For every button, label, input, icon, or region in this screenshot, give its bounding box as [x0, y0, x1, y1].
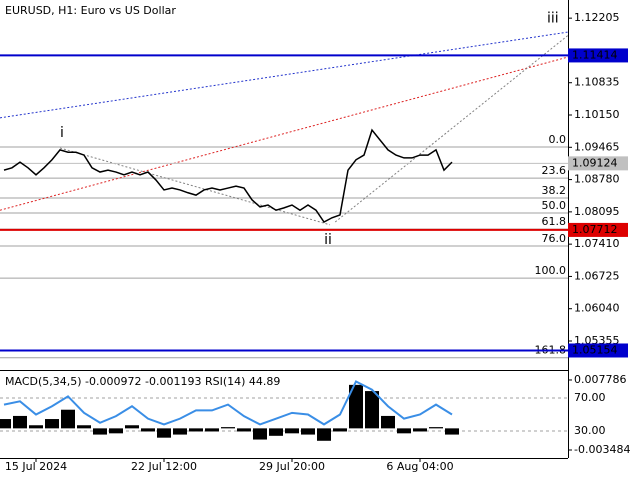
y-tick-label: 1.10150 — [574, 108, 620, 121]
fib-label: 61.8 — [542, 215, 567, 228]
y2-tick-label: 30.00 — [574, 424, 606, 437]
trendline — [334, 34, 569, 223]
rsi-line — [3, 380, 453, 426]
macd-bar — [413, 428, 427, 432]
y2-tick-label: 70.00 — [574, 391, 606, 404]
fib-label: 76.0 — [542, 232, 567, 245]
y2-tick-label: -0.003484 — [574, 443, 630, 456]
macd-bar — [237, 428, 251, 432]
y-tick-label: 1.07410 — [574, 237, 620, 250]
macd-bar — [45, 419, 59, 429]
fib-label: 50.0 — [542, 199, 567, 212]
macd-bar — [93, 428, 107, 435]
y-tick-label: 1.12205 — [574, 11, 620, 24]
level-box — [568, 156, 628, 171]
macd-bar — [61, 409, 75, 429]
macd-bar — [301, 428, 315, 435]
fib-label: 38.2 — [542, 184, 567, 197]
y-tick-label: 1.10835 — [574, 76, 620, 89]
macd-bar — [157, 428, 171, 438]
macd-bar — [189, 428, 203, 432]
macd-bar — [29, 425, 43, 429]
macd-bar — [125, 425, 139, 429]
level-box — [568, 222, 628, 237]
macd-bar — [269, 428, 283, 436]
macd-bar — [77, 425, 91, 429]
macd-bar — [317, 428, 331, 441]
macd-bar — [429, 427, 443, 429]
price-line — [3, 128, 453, 223]
y-tick-label: 1.06725 — [574, 269, 620, 282]
wave-label: iii — [547, 10, 559, 26]
macd-bar — [253, 428, 267, 440]
macd-bar — [109, 428, 123, 434]
fib-label: 0.0 — [549, 133, 567, 146]
macd-bar — [0, 419, 11, 429]
macd-bar — [365, 391, 379, 429]
y-tick-label: 1.06040 — [574, 302, 620, 315]
x-tick-label: 6 Aug 04:00 — [386, 460, 453, 473]
fib-label: 100.0 — [535, 264, 567, 277]
level-box — [568, 48, 628, 63]
macd-bar — [13, 415, 27, 429]
level-label: 1.07712 — [572, 223, 618, 236]
macd-bar — [445, 428, 459, 435]
y-tick-label: 1.09465 — [574, 140, 620, 153]
y-tick-label: 1.08780 — [574, 173, 620, 186]
macd-bar — [285, 428, 299, 434]
level-box — [568, 343, 628, 358]
macd-bar — [141, 428, 155, 432]
chart-title: EURUSD, H1: Euro vs US Dollar — [5, 4, 176, 17]
macd-bar — [173, 428, 187, 435]
indicator-label: MACD(5,34,5) -0.000972 -0.001193 RSI(14)… — [5, 375, 280, 388]
x-tick-label: 29 Jul 20:00 — [259, 460, 325, 473]
y2-tick-label: 0.007786 — [574, 373, 627, 386]
macd-bar — [221, 427, 235, 429]
macd-bar — [333, 428, 347, 432]
trendline — [59, 147, 331, 226]
level-label: 1.09124 — [572, 156, 618, 169]
level-label: 1.05154 — [572, 343, 618, 356]
fib-label: 23.6 — [542, 164, 567, 177]
macd-bar — [349, 384, 363, 429]
x-tick-label: 22 Jul 12:00 — [131, 460, 197, 473]
y-tick-label: 1.08095 — [574, 205, 620, 218]
wave-label: ii — [324, 232, 332, 248]
level-label: 1.11414 — [572, 48, 618, 61]
macd-bar — [381, 415, 395, 429]
macd-bar — [397, 428, 411, 434]
x-tick-label: 15 Jul 2024 — [5, 460, 67, 473]
macd-bar — [205, 428, 219, 432]
wave-label: i — [60, 125, 64, 141]
